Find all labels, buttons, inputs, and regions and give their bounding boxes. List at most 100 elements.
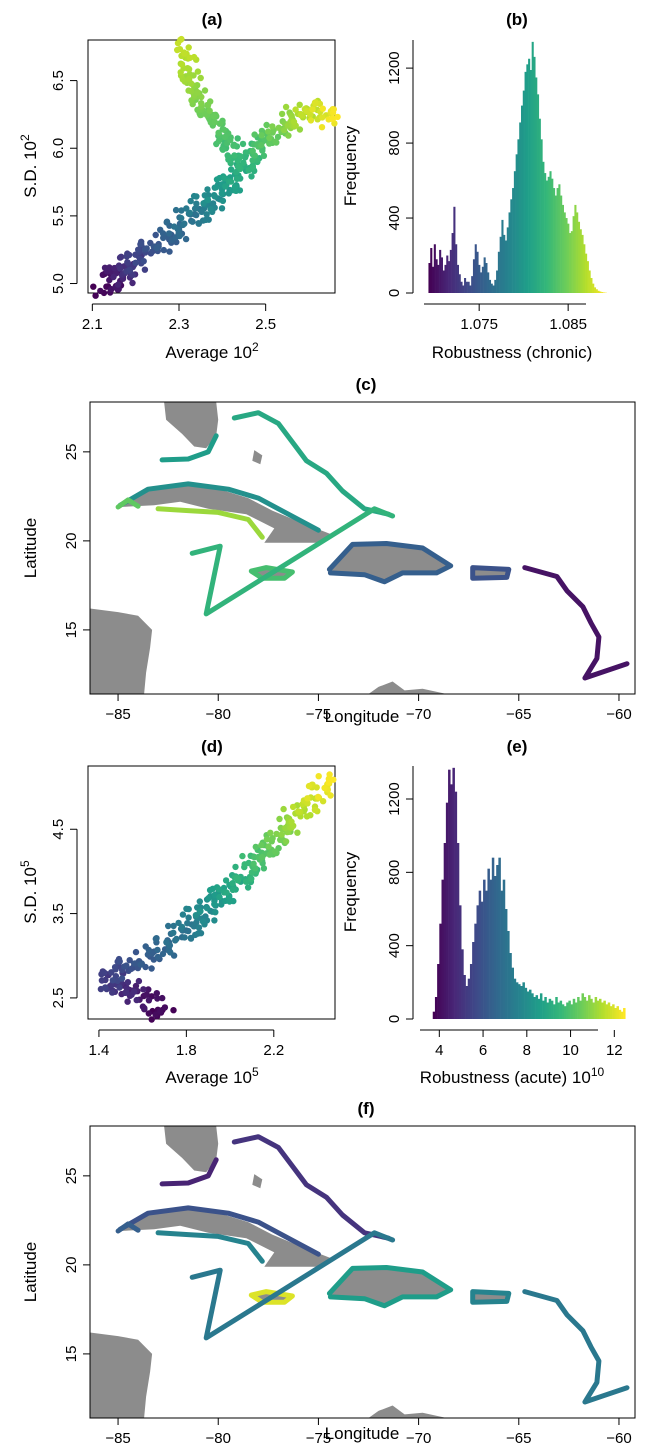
panel-a-point <box>260 152 268 159</box>
panel-e-x-label: Robustness (acute) 1010 <box>420 1065 605 1087</box>
panel-d-point <box>152 1011 159 1018</box>
panel-a-point <box>132 259 139 266</box>
panel-b-bar <box>449 249 452 293</box>
panel-a-title: (a) <box>202 10 223 29</box>
panel-e-bar <box>605 1004 609 1019</box>
panel-b-bar <box>581 234 584 293</box>
panel-d-point <box>294 829 301 836</box>
panel-a-y-tick-label: 5.0 <box>50 273 67 294</box>
panel-b-bar <box>483 257 486 293</box>
panel-c-y-label: Latitude <box>21 518 40 579</box>
panel-b-bar <box>561 204 564 293</box>
panel-b-bar <box>497 251 500 293</box>
panel-b-bar <box>570 231 573 293</box>
panel-d-point <box>116 958 123 965</box>
panel-d-point <box>159 994 166 1002</box>
panel-d-point <box>265 843 272 850</box>
panel-f-x-tick-label: −60 <box>606 1430 631 1445</box>
panel-a-point <box>249 163 256 171</box>
panel-e-bar <box>612 1004 615 1019</box>
panel-b-bar <box>490 283 493 293</box>
panel-f-x-tick-label: −85 <box>105 1430 130 1445</box>
panel-c-x-tick-label: −60 <box>606 706 631 723</box>
panel-a-point <box>211 193 218 200</box>
panel-e-bar <box>459 905 462 1019</box>
panel-a-x-label: Average 102 <box>165 340 259 362</box>
panel-a-x-tick-label: 2.5 <box>255 316 276 333</box>
panel-c-x-tick-label: −80 <box>206 706 231 723</box>
panel-e-bar <box>614 1008 617 1019</box>
panel-b-bar <box>444 264 447 293</box>
panel-a-point <box>220 126 227 133</box>
panel-a-point <box>218 205 226 212</box>
panel-a-point <box>97 287 104 295</box>
panel-c-reef-hispaniola <box>326 541 454 585</box>
panel-e-bar <box>539 993 543 1019</box>
panel-d-point <box>203 904 211 912</box>
panel-e-bar <box>607 1002 611 1019</box>
panel-e-bar <box>491 857 495 1019</box>
panel-a-point <box>129 279 136 287</box>
panel-a-point <box>228 166 235 173</box>
panel-d-point <box>250 860 257 867</box>
panel-a-point <box>114 281 122 288</box>
panel-d-point <box>170 929 177 936</box>
panel-a-point <box>135 246 142 253</box>
panel-a-point <box>176 232 183 240</box>
panel-c-map-layer <box>90 402 630 694</box>
panel-a-point <box>233 175 241 182</box>
panel-d-point <box>145 997 153 1004</box>
panel-e-bar <box>564 1006 567 1019</box>
panel-a-point <box>141 266 149 273</box>
panel-b-bar <box>442 270 445 293</box>
panel-b-bar <box>433 244 436 293</box>
panel-a-y-label: S.D. 102 <box>18 134 40 198</box>
panel-d-point <box>259 853 266 861</box>
panel-d-y-tick-label: 3.5 <box>50 903 67 924</box>
panel-f-x-label: Longitude <box>325 1424 400 1443</box>
panel-b-bar <box>522 90 525 293</box>
panel-d-point <box>229 886 236 893</box>
panel-d-point <box>211 901 218 908</box>
panel-b-bar <box>554 195 557 293</box>
panel-a-point <box>185 44 192 51</box>
panel-d-point <box>267 829 274 836</box>
panel-e-bar <box>520 986 523 1019</box>
panel-d-point <box>145 986 152 993</box>
panel-a-point <box>231 152 238 159</box>
panel-d-point <box>211 917 218 924</box>
panel-a-point <box>235 163 242 170</box>
panel-e-x-tick-label: 8 <box>523 1042 531 1059</box>
panel-e-bar <box>601 1002 604 1019</box>
panel-b-bar <box>586 261 589 293</box>
panel-b-bar <box>599 291 602 293</box>
panel-e-bar <box>463 975 466 1019</box>
panel-e-y-tick-label: 800 <box>386 860 403 885</box>
panel-b-bars <box>428 41 607 294</box>
panel-e-bar <box>590 998 593 1019</box>
panel-b-bar <box>499 236 502 293</box>
panel-e-bar <box>623 1008 626 1019</box>
panel-b-bar <box>531 41 534 294</box>
panel-d-point <box>153 935 160 942</box>
panel-a-point <box>307 117 315 124</box>
panel-d-point <box>101 969 108 976</box>
panel-e-y-tick-label: 400 <box>386 933 403 958</box>
panel-a-point <box>185 65 193 73</box>
panel-e-bar <box>487 868 490 1019</box>
panel-e-bar <box>518 984 521 1019</box>
panel-d-point <box>154 946 161 954</box>
panel-b-bar <box>572 216 575 293</box>
panel-c-x-tick-label: −70 <box>406 706 431 723</box>
panel-d-point <box>305 782 313 790</box>
panel-d-point <box>181 934 188 941</box>
panel-a-point <box>181 50 188 57</box>
panel-e-bar <box>445 802 449 1019</box>
panel-e-bar <box>480 901 484 1019</box>
panel-b-bar <box>464 278 467 293</box>
panel-d-y-label: S.D. 105 <box>18 860 40 924</box>
panel-d-point <box>195 924 203 931</box>
panel-b-bar <box>520 105 524 293</box>
panel-a-point <box>240 159 247 166</box>
panel-b-bar <box>528 58 531 293</box>
